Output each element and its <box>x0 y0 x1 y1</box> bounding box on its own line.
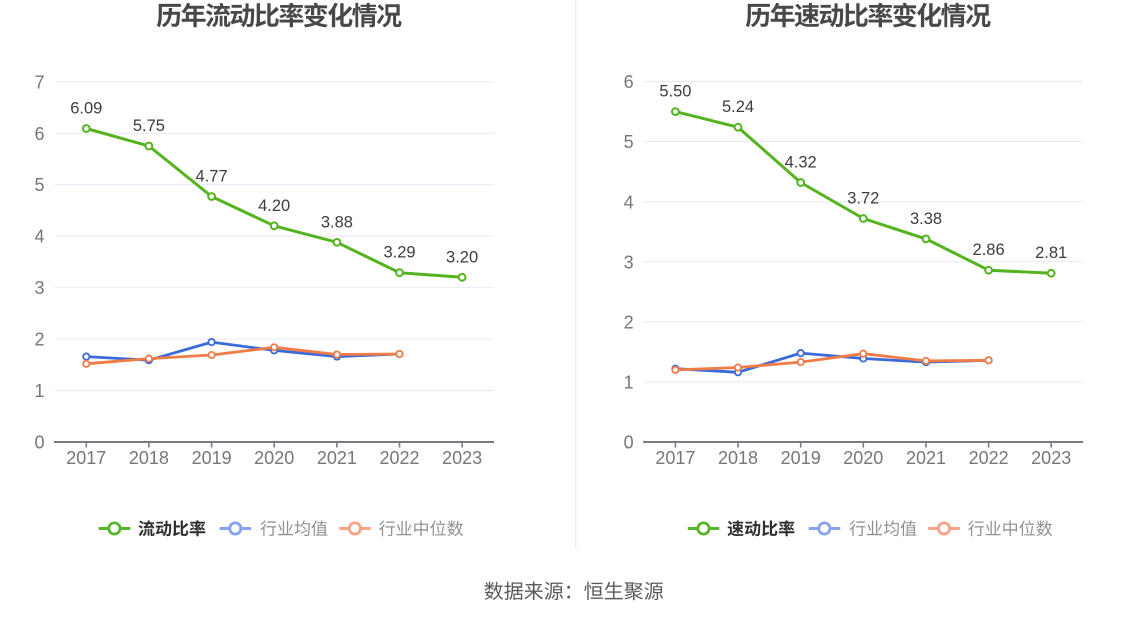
svg-text:2020: 2020 <box>843 448 883 468</box>
svg-text:2.86: 2.86 <box>973 241 1005 259</box>
svg-text:4: 4 <box>624 192 634 212</box>
svg-text:3.72: 3.72 <box>847 190 879 208</box>
svg-text:2: 2 <box>34 330 44 350</box>
svg-text:2018: 2018 <box>129 448 169 468</box>
svg-text:7: 7 <box>34 72 44 92</box>
svg-text:6: 6 <box>624 72 634 92</box>
svg-text:5.75: 5.75 <box>133 117 165 135</box>
svg-text:2022: 2022 <box>969 448 1009 468</box>
svg-text:2020: 2020 <box>254 448 294 468</box>
svg-text:6: 6 <box>34 124 44 144</box>
svg-text:6.09: 6.09 <box>70 100 102 118</box>
svg-text:1: 1 <box>34 381 44 401</box>
svg-text:2021: 2021 <box>317 448 357 468</box>
svg-text:4.20: 4.20 <box>258 197 290 215</box>
svg-text:2022: 2022 <box>379 448 419 468</box>
svg-text:5: 5 <box>34 175 44 195</box>
svg-text:5.50: 5.50 <box>659 83 691 101</box>
svg-text:3.20: 3.20 <box>446 248 478 266</box>
svg-text:3: 3 <box>624 252 634 272</box>
svg-text:2: 2 <box>624 312 634 332</box>
svg-text:4: 4 <box>34 227 44 247</box>
svg-text:3.38: 3.38 <box>910 210 942 228</box>
svg-text:2019: 2019 <box>192 448 232 468</box>
svg-text:2017: 2017 <box>66 448 106 468</box>
svg-text:5: 5 <box>624 132 634 152</box>
svg-text:2.81: 2.81 <box>1035 244 1067 262</box>
svg-text:4.77: 4.77 <box>196 168 228 186</box>
svg-text:1: 1 <box>624 373 634 393</box>
svg-text:2023: 2023 <box>442 448 482 468</box>
svg-text:0: 0 <box>34 433 44 453</box>
svg-text:2018: 2018 <box>718 448 758 468</box>
svg-text:3.29: 3.29 <box>383 244 415 262</box>
svg-text:3: 3 <box>34 278 44 298</box>
svg-text:2023: 2023 <box>1031 448 1071 468</box>
svg-text:2021: 2021 <box>906 448 946 468</box>
svg-text:3.88: 3.88 <box>321 213 353 231</box>
svg-text:4.32: 4.32 <box>785 154 817 172</box>
svg-text:5.24: 5.24 <box>722 98 754 116</box>
svg-text:2017: 2017 <box>655 448 695 468</box>
svg-text:2019: 2019 <box>781 448 821 468</box>
svg-text:0: 0 <box>624 433 634 453</box>
